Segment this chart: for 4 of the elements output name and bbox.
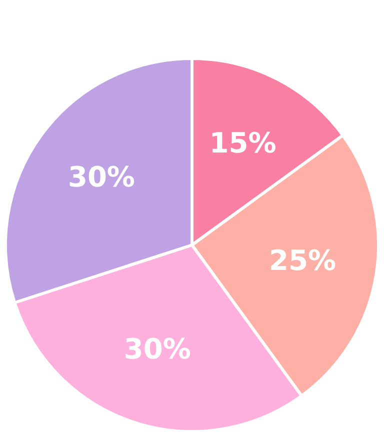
data-label: 30% [124,332,191,366]
data-label: 30% [68,160,135,194]
data-label: 15% [209,126,276,160]
data-label: 25% [269,244,336,277]
